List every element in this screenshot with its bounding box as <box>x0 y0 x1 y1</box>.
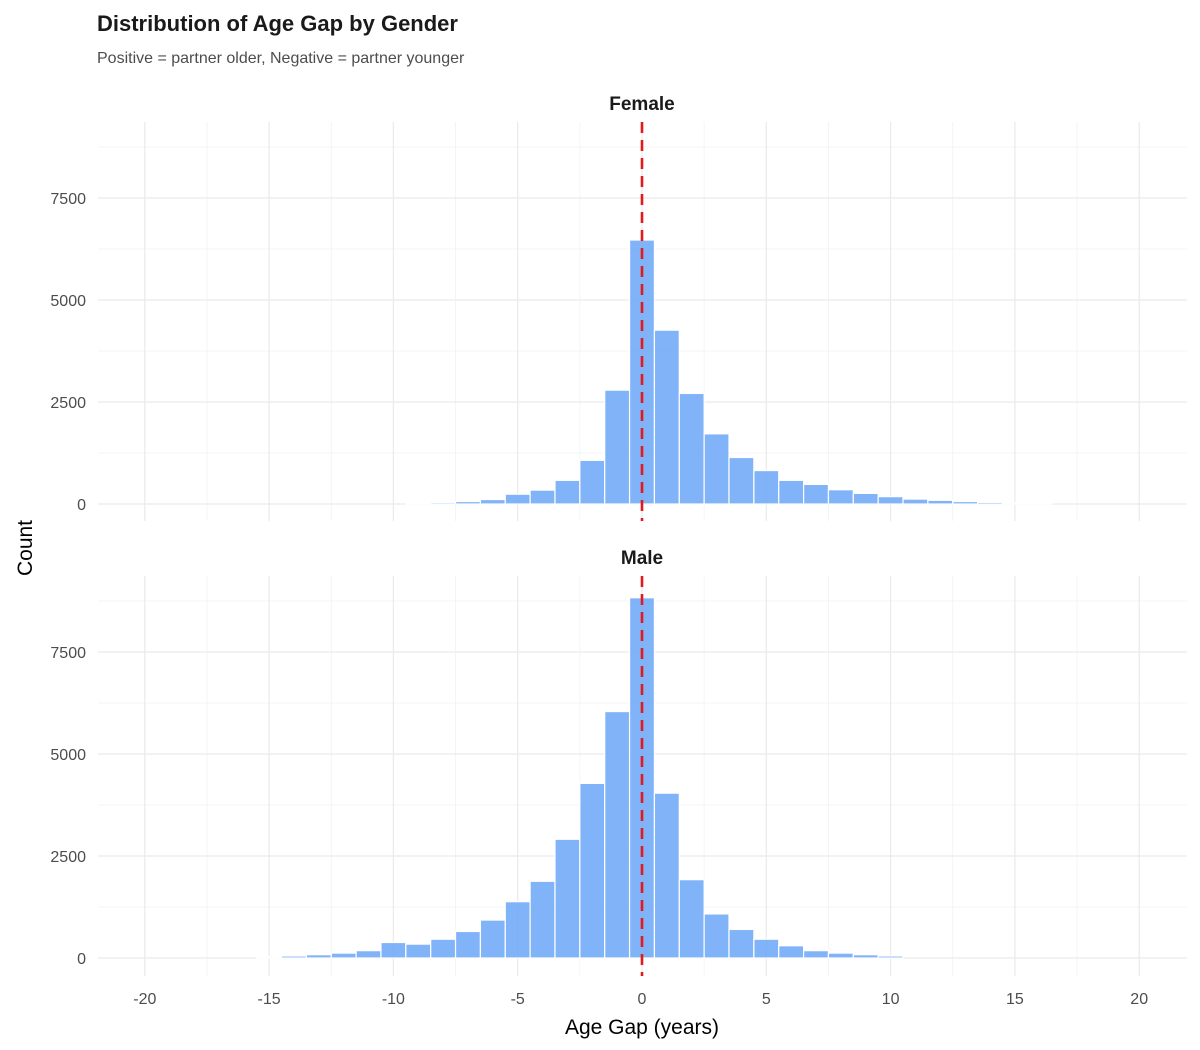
histogram-bar <box>1026 502 1053 505</box>
y-tick-label: 7500 <box>50 191 86 208</box>
histogram-bar <box>579 782 606 959</box>
y-tick-label: 0 <box>77 497 86 514</box>
chart-title: Distribution of Age Gap by Gender <box>97 11 458 36</box>
y-tick-label: 5000 <box>50 747 86 764</box>
facet-label-male: Male <box>621 548 663 569</box>
x-tick-label: 20 <box>1130 991 1148 1008</box>
histogram-bar <box>778 945 805 959</box>
facet-panel-male: Male 0 2500 5000 7500 <box>50 548 1187 976</box>
y-tick-label: 5000 <box>50 293 86 310</box>
x-tick-label: 10 <box>882 991 900 1008</box>
histogram-bar <box>977 501 1004 505</box>
histogram-bar <box>529 489 556 505</box>
histogram-bar <box>604 389 631 505</box>
histogram-bar <box>778 479 805 505</box>
histogram-bar <box>653 792 680 959</box>
chart-subtitle: Positive = partner older, Negative = par… <box>97 50 465 67</box>
histogram-bar <box>728 928 755 959</box>
histogram-bar <box>703 433 730 505</box>
histogram-bar <box>430 938 457 959</box>
histogram-bar <box>380 941 407 959</box>
histogram-bar <box>678 879 705 959</box>
y-tick-label: 7500 <box>50 645 86 662</box>
histogram-bar <box>827 952 854 959</box>
x-tick-label: 0 <box>638 991 647 1008</box>
x-tick-label: -5 <box>511 991 525 1008</box>
histogram-bar <box>877 955 904 959</box>
histogram-bar <box>802 950 830 959</box>
y-tick-label: 0 <box>77 951 86 968</box>
x-tick-label: -10 <box>382 991 405 1008</box>
histogram-bar <box>504 493 531 505</box>
histogram-bar <box>280 955 307 959</box>
histogram-bar <box>405 943 432 959</box>
histogram-bar <box>454 930 482 959</box>
facet-label-female: Female <box>609 94 674 115</box>
histogram-bar <box>802 483 830 505</box>
histogram-bar <box>554 838 581 959</box>
y-axis-label: Count <box>14 520 37 576</box>
histogram-bar <box>852 492 879 505</box>
x-tick-label: 15 <box>1006 991 1024 1008</box>
histogram-bar <box>256 956 283 959</box>
histogram-bar <box>479 919 506 959</box>
histogram-bar <box>827 489 854 505</box>
histogram-bar <box>529 880 556 959</box>
histogram-bar <box>479 498 506 505</box>
x-tick-label: 5 <box>762 991 771 1008</box>
histogram-bar <box>330 952 357 959</box>
histogram-bar <box>927 499 954 505</box>
histogram-bar <box>753 469 780 505</box>
histogram-bar <box>902 498 929 505</box>
histogram-bar <box>753 938 780 959</box>
facet-panel-female: Female 0 2500 5000 7500 <box>50 94 1187 521</box>
histogram-bar <box>504 901 531 959</box>
histogram-bar <box>877 496 904 505</box>
histogram-bar <box>653 329 680 505</box>
x-axis-label: Age Gap (years) <box>565 1016 719 1039</box>
histogram-bar <box>1001 502 1028 505</box>
histogram-bar <box>430 501 457 505</box>
histogram-bar <box>579 459 606 505</box>
histogram-bar <box>405 502 432 505</box>
y-tick-label: 2500 <box>50 849 86 866</box>
histogram-bar <box>952 500 979 505</box>
histogram-bar <box>703 913 730 959</box>
histogram-bar <box>604 710 631 959</box>
histogram-bar <box>678 392 705 505</box>
x-tick-label: -20 <box>133 991 156 1008</box>
y-tick-label: 2500 <box>50 395 86 412</box>
histogram-bar <box>728 456 755 505</box>
x-tick-label: -15 <box>258 991 281 1008</box>
histogram-bar <box>305 954 332 959</box>
histogram-bar <box>852 954 879 959</box>
histogram-bar <box>454 500 482 505</box>
histogram-bar <box>554 479 581 505</box>
histogram-bar <box>355 950 382 959</box>
